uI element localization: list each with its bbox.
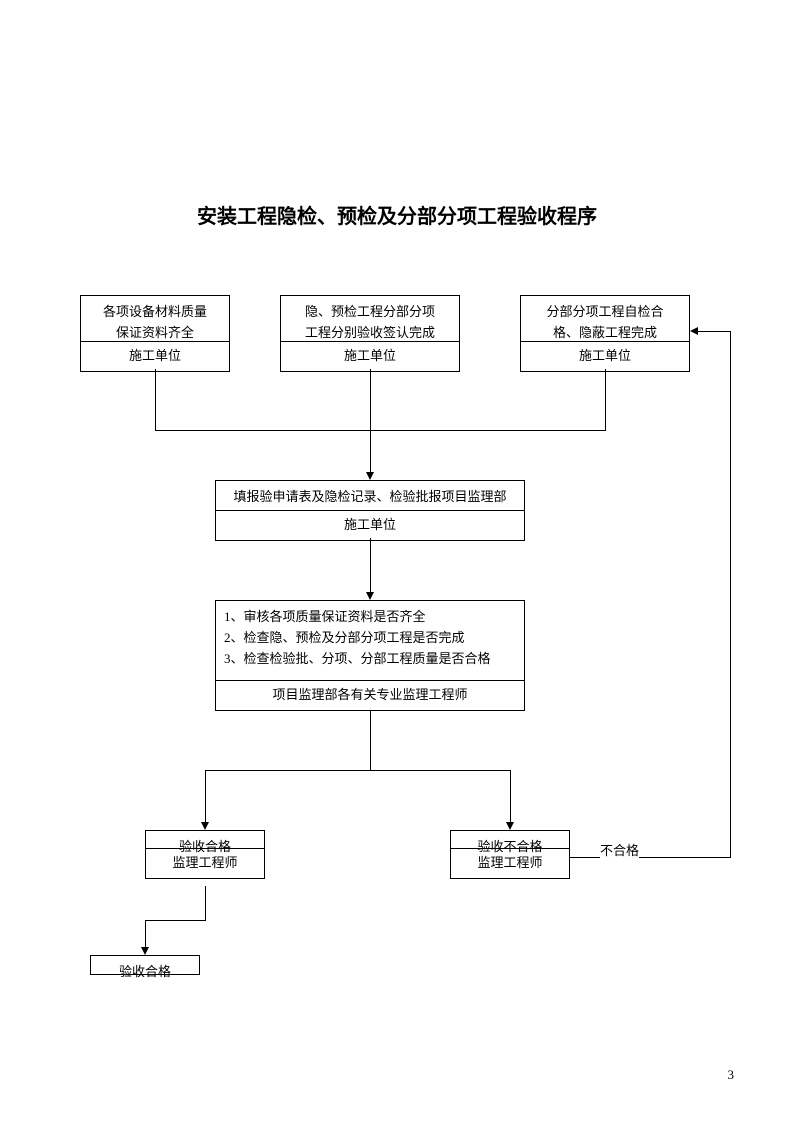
- arrow-into-n5: [366, 592, 374, 600]
- node-n6: 验收合格 监理工程师: [145, 830, 265, 879]
- edge-n7-right: [570, 857, 730, 858]
- node-n1: 各项设备材料质量保证资料齐全 施工单位: [80, 295, 230, 372]
- edge-split-bus: [205, 770, 511, 771]
- edge-to-n7: [510, 770, 511, 822]
- node-n6-sub: 监理工程师: [146, 849, 264, 878]
- node-n3-main: 分部分项工程自检合格、隐蔽工程完成: [521, 296, 689, 342]
- label-fail: 不合格: [600, 840, 639, 859]
- node-n4: 填报验申请表及隐检记录、检验批报项目监理部 施工单位: [215, 480, 525, 541]
- page: 安装工程隐检、预检及分部分项工程验收程序 各项设备材料质量保证资料齐全 施工单位…: [0, 0, 794, 1123]
- node-n5: 1、审核各项质量保证资料是否齐全2、检查隐、预检及分部分项工程是否完成3、检查检…: [215, 600, 525, 711]
- edge-feedback-into-n3: [698, 331, 730, 332]
- arrow-into-n7: [506, 822, 514, 830]
- arrow-into-n3: [690, 327, 698, 335]
- node-n7-sub: 监理工程师: [451, 849, 569, 878]
- node-n5-main: 1、审核各项质量保证资料是否齐全2、检查隐、预检及分部分项工程是否完成3、检查检…: [216, 601, 524, 681]
- node-n2: 隐、预检工程分部分项工程分别验收签认完成 施工单位: [280, 295, 460, 372]
- node-n6-main: 验收合格: [146, 831, 264, 849]
- edge-bus1: [155, 430, 606, 431]
- node-n4-main: 填报验申请表及隐检记录、检验批报项目监理部: [216, 481, 524, 511]
- node-n7-main: 验收不合格: [451, 831, 569, 849]
- node-n4-sub: 施工单位: [216, 511, 524, 540]
- edge-bus1-down: [370, 430, 371, 472]
- page-number: 3: [728, 1067, 735, 1083]
- edge-n6-n8-h: [145, 920, 206, 921]
- edge-to-n6: [205, 770, 206, 822]
- edge-n4-n5: [370, 538, 371, 592]
- arrow-into-n6: [201, 822, 209, 830]
- edge-n6-down: [205, 886, 206, 920]
- node-n5-sub: 项目监理部各有关专业监理工程师: [216, 681, 524, 710]
- edge-n5-down: [370, 710, 371, 770]
- node-n1-sub: 施工单位: [81, 342, 229, 371]
- node-n1-main: 各项设备材料质量保证资料齐全: [81, 296, 229, 342]
- edge-n2-down: [370, 369, 371, 430]
- node-n8: 验收合格: [90, 955, 200, 975]
- node-n3-sub: 施工单位: [521, 342, 689, 371]
- node-n8-main: 验收合格: [91, 956, 199, 974]
- node-n2-main: 隐、预检工程分部分项工程分别验收签认完成: [281, 296, 459, 342]
- node-n2-sub: 施工单位: [281, 342, 459, 371]
- edge-feedback-up: [730, 331, 731, 858]
- arrow-into-n8: [141, 947, 149, 955]
- arrow-into-n4: [366, 472, 374, 480]
- edge-n8-in: [145, 920, 146, 947]
- node-n3: 分部分项工程自检合格、隐蔽工程完成 施工单位: [520, 295, 690, 372]
- page-title: 安装工程隐检、预检及分部分项工程验收程序: [0, 200, 794, 229]
- edge-n1-down: [155, 369, 156, 430]
- edge-n3-down: [605, 369, 606, 430]
- node-n7: 验收不合格 监理工程师: [450, 830, 570, 879]
